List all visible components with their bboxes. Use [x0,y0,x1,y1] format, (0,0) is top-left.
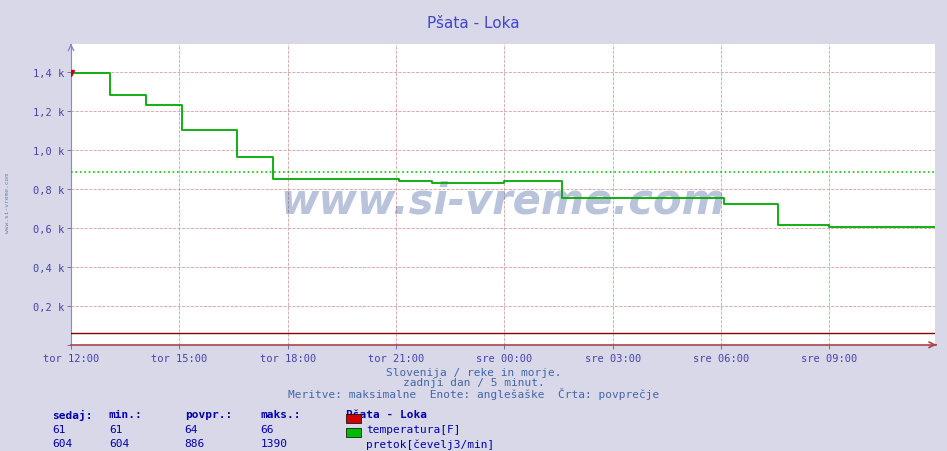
Text: povpr.:: povpr.: [185,410,232,419]
Text: 64: 64 [185,424,198,434]
Text: 604: 604 [109,438,129,448]
Text: Meritve: maksimalne  Enote: anglešaške  Črta: povprečje: Meritve: maksimalne Enote: anglešaške Čr… [288,387,659,400]
Text: 66: 66 [260,424,274,434]
Text: pretok[čevelj3/min]: pretok[čevelj3/min] [366,438,494,449]
Text: Pšata - Loka: Pšata - Loka [346,410,427,419]
Text: Pšata - Loka: Pšata - Loka [427,16,520,31]
Text: 886: 886 [185,438,205,448]
Text: temperatura[F]: temperatura[F] [366,424,461,434]
Text: maks.:: maks.: [260,410,301,419]
Text: zadnji dan / 5 minut.: zadnji dan / 5 minut. [402,377,545,387]
Text: sedaj:: sedaj: [52,410,93,420]
Text: 604: 604 [52,438,72,448]
Text: 61: 61 [52,424,65,434]
Text: 61: 61 [109,424,122,434]
Text: 1390: 1390 [260,438,288,448]
Text: min.:: min.: [109,410,143,419]
Text: www.si-vreme.com: www.si-vreme.com [280,180,725,222]
Text: www.si-vreme.com: www.si-vreme.com [5,173,10,233]
Text: Slovenija / reke in morje.: Slovenija / reke in morje. [385,368,562,377]
